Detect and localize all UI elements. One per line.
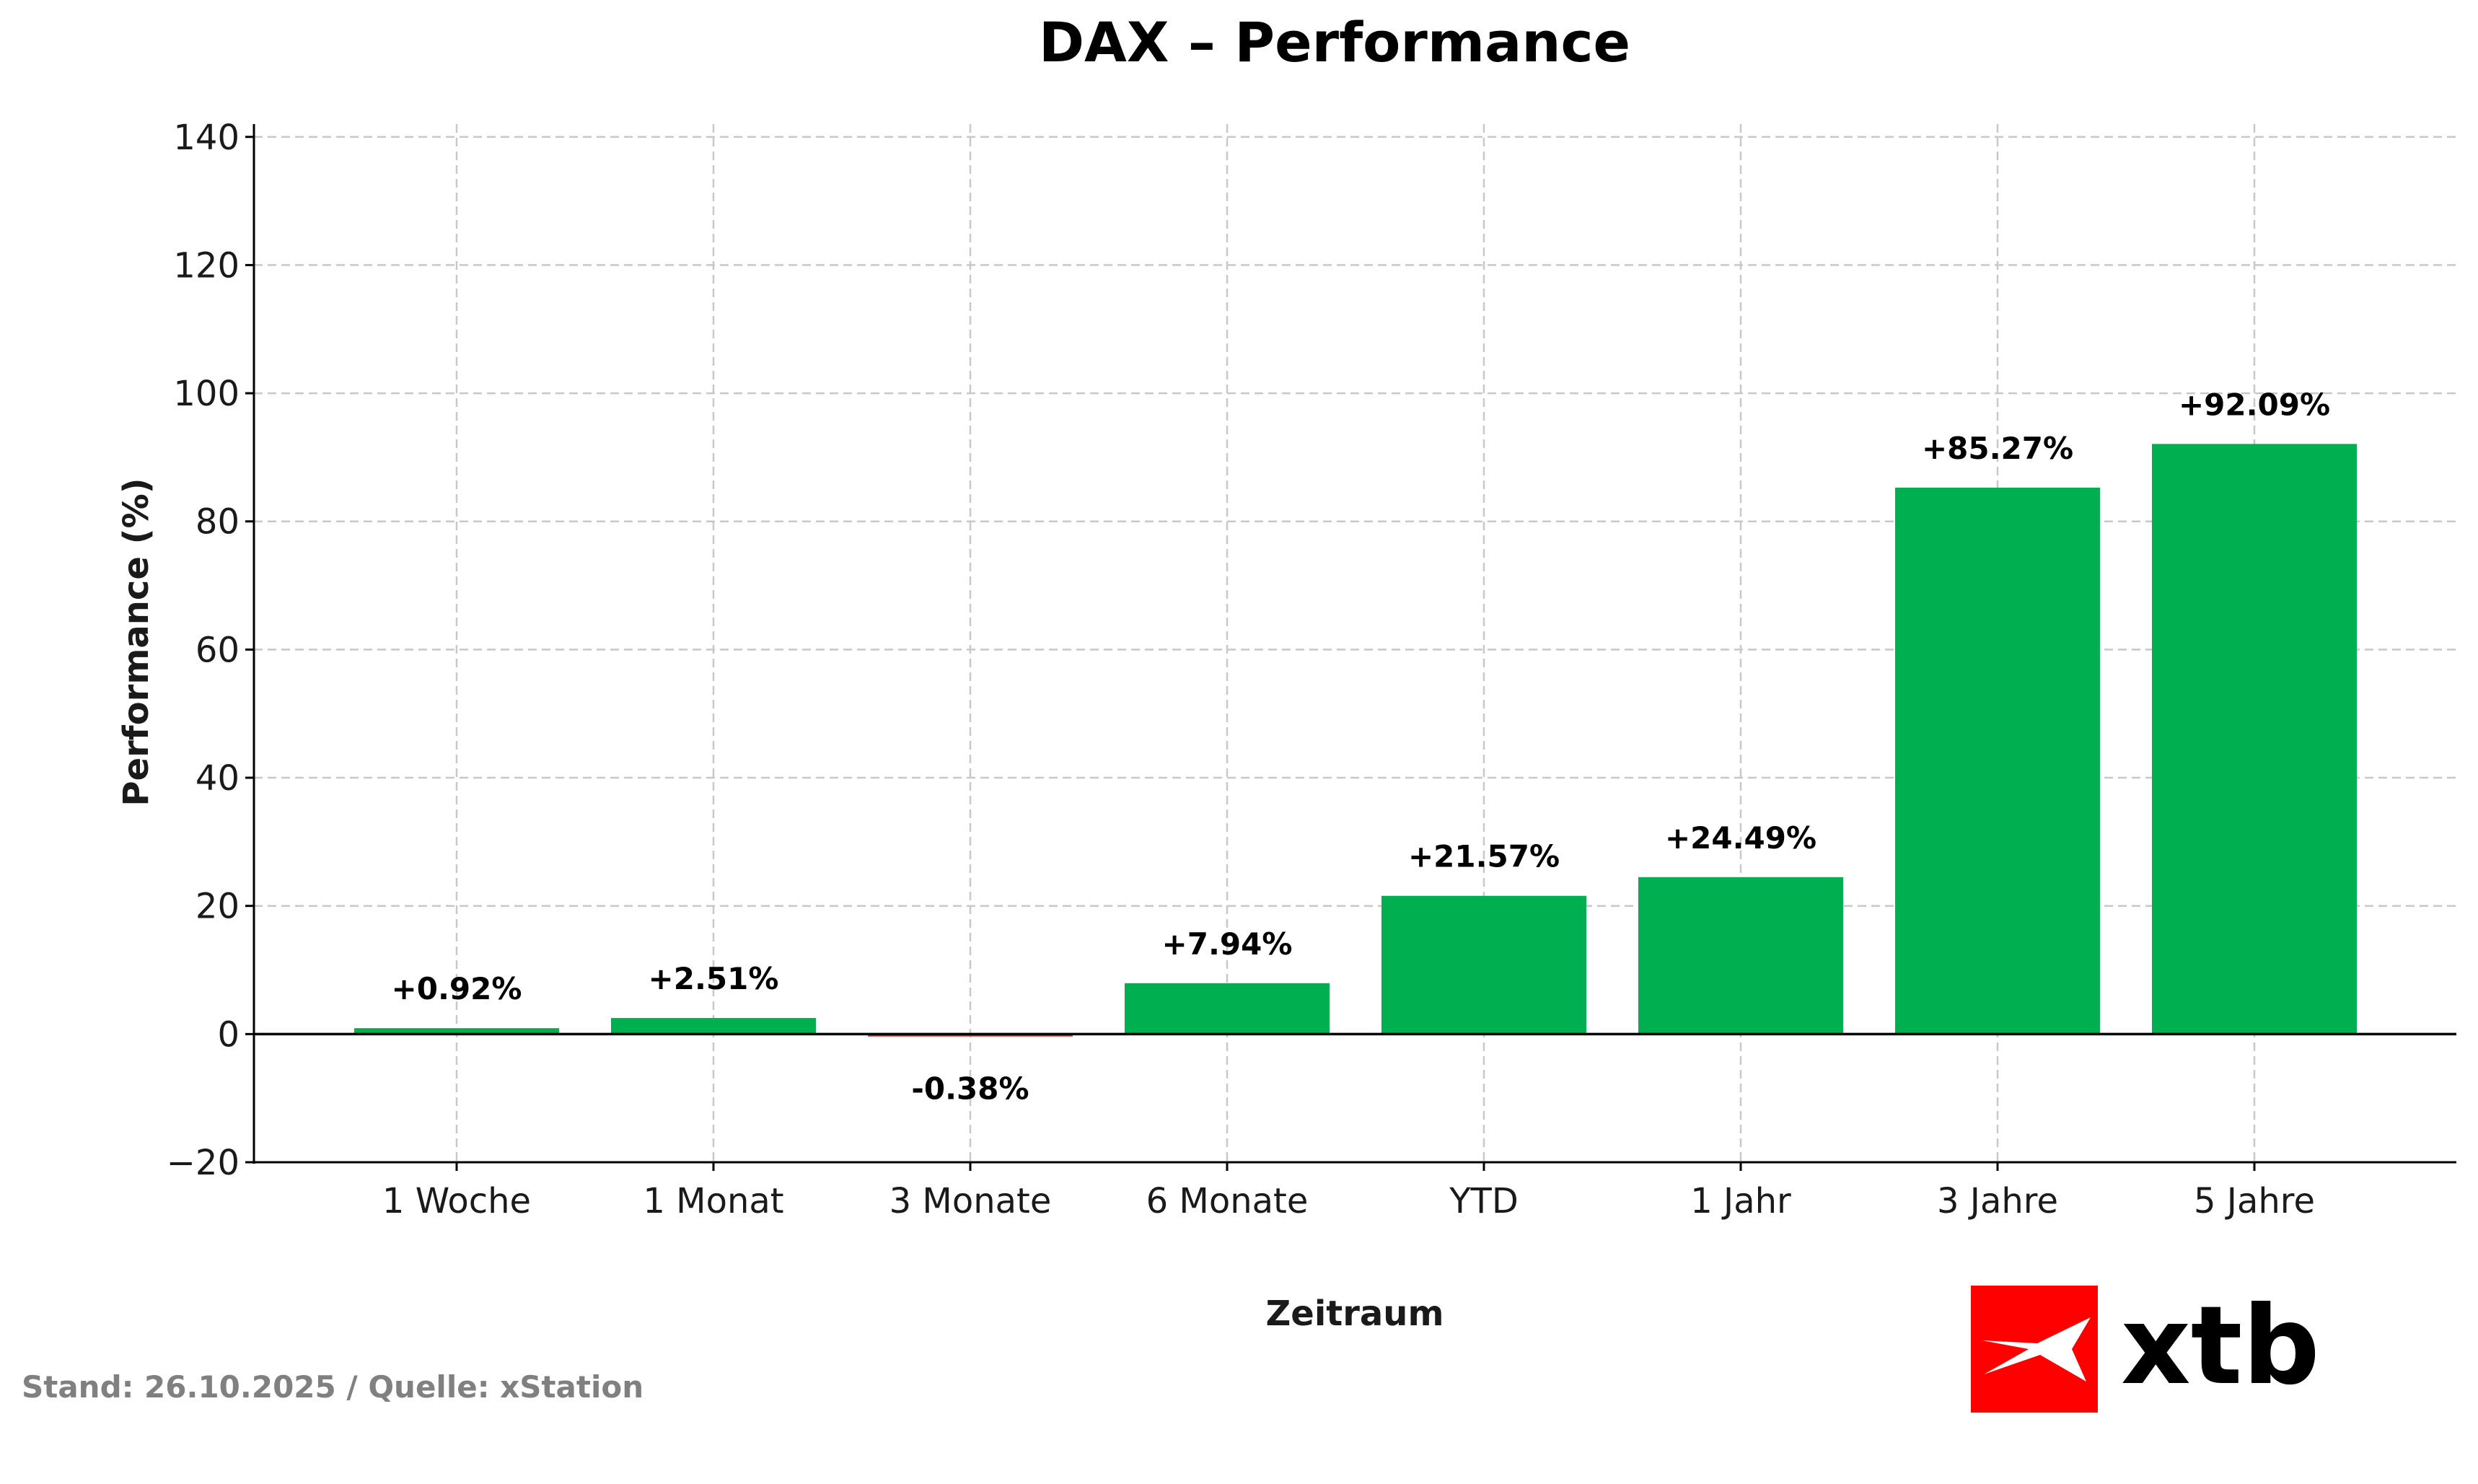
data-label: +21.57% [1408,839,1560,874]
bars [354,444,2357,1037]
grid [254,124,2456,1162]
bar-ytd [1381,895,1586,1035]
footer-source: Stand: 26.10.2025 / Quelle: xStation [22,1369,643,1405]
xtb-logo-text: xtb [2121,1283,2320,1409]
bar-6-monate [1125,983,1330,1035]
y-tick-label: −20 [167,1143,240,1183]
x-tick-label: 3 Monate [889,1181,1052,1221]
y-tick-label: 60 [195,630,240,670]
y-axis-label: Performance (%) [116,478,157,806]
bar-5-jahre [2152,444,2357,1035]
x-tick-label: 1 Jahr [1690,1181,1791,1221]
data-label: +0.92% [392,971,522,1006]
bar-3-jahre [1895,487,2100,1035]
data-label: +85.27% [1922,431,2073,466]
bar-1-jahr [1638,877,1843,1035]
x-tick-label: 3 Jahre [1937,1181,2058,1221]
y-tick-label: 100 [173,374,240,414]
y-tick-label: 80 [195,502,240,543]
data-label: +7.94% [1162,926,1293,962]
x-tick-label: 5 Jahre [2194,1181,2315,1221]
data-label: +2.51% [649,961,779,996]
bar-1-woche [354,1028,559,1035]
axes [252,124,2456,1164]
bar-1-monat [611,1018,816,1035]
y-tick-label: 0 [217,1014,240,1055]
x-tick-label: YTD [1449,1181,1519,1221]
logo-x-mark [1982,1317,2091,1382]
data-label: +92.09% [2179,387,2330,422]
y-tick-label: 20 [195,887,240,927]
data-label: -0.38% [911,1071,1029,1107]
y-tick-label: 140 [173,118,240,158]
x-tick-label: 1 Woche [382,1181,531,1221]
data-labels: +0.92% +2.51% -0.38% +7.94% +21.57% +24.49% +8… [392,387,2331,1106]
x-axis-label: Zeitraum [1265,1294,1444,1334]
x-tick-label: 6 Monate [1146,1181,1309,1221]
x-tick-labels: 1 Woche 1 Monat 3 Monate 6 Monate YTD 1 Jahr 3… [382,1162,2315,1221]
y-tick-label: 120 [173,245,240,286]
chart-title: DAX – Performance [1039,10,1630,74]
y-tick-label: 40 [195,758,240,799]
x-tick-label: 1 Monat [643,1181,783,1221]
xtb-logo: xtb [1971,1283,2320,1413]
data-label: +24.49% [1665,820,1816,856]
y-tick-labels: −20 0 20 40 60 80 100 120 140 [167,118,254,1183]
